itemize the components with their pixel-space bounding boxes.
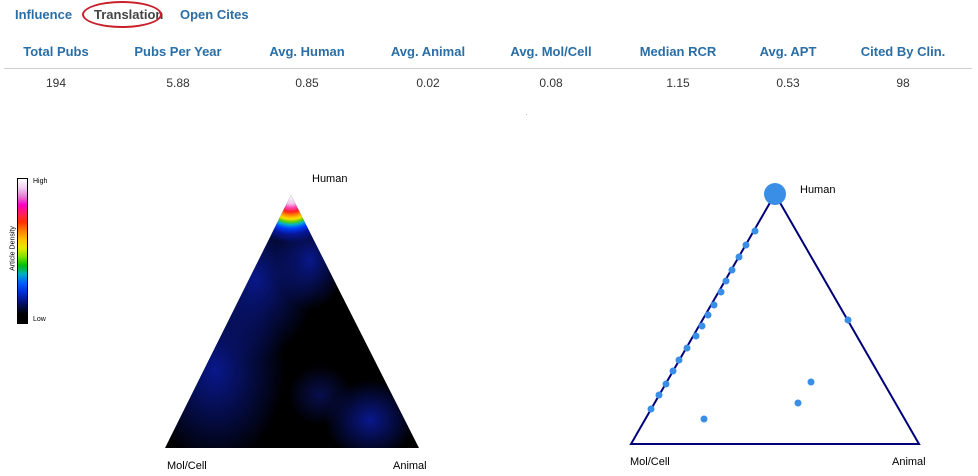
density-label-molcell: Mol/Cell: [167, 460, 207, 472]
density-color-scale: [17, 178, 28, 324]
scatter-point: [735, 253, 743, 261]
scatter-point: [655, 391, 663, 399]
tab-influence[interactable]: Influence: [15, 7, 73, 22]
value-avg-human: 0.85: [295, 76, 319, 90]
scatter-point: [700, 415, 708, 423]
value-avg-molcell: 0.08: [539, 76, 563, 90]
ternary-triangle-outline: [629, 191, 921, 445]
scatter-point: [704, 311, 712, 319]
stats-header-row: Total Pubs Pubs Per Year Avg. Human Avg.…: [0, 44, 978, 66]
legend-low-label: Low: [33, 316, 46, 323]
header-median-rcr: Median RCR: [639, 44, 717, 59]
scatter-point: [751, 227, 759, 235]
translation-highlight-circle: [82, 1, 162, 28]
density-label-animal: Animal: [393, 460, 427, 472]
value-avg-animal: 0.02: [416, 76, 440, 90]
scatter-point: [662, 380, 670, 388]
header-total-pubs: Total Pubs: [23, 44, 89, 59]
header-avg-human: Avg. Human: [269, 44, 345, 59]
scatter-point: [764, 183, 786, 205]
scatter-point: [728, 266, 736, 274]
scatter-point: [710, 301, 718, 309]
value-total-pubs: 194: [45, 76, 67, 90]
density-triangle-plot: [165, 195, 419, 448]
scatter-point: [717, 288, 725, 296]
header-pubs-per-year: Pubs Per Year: [134, 44, 222, 59]
scatter-point: [844, 316, 852, 324]
tab-open-cites[interactable]: Open Cites: [180, 7, 249, 22]
value-median-rcr: 1.15: [666, 76, 690, 90]
scatter-point: [683, 344, 691, 352]
ternary-label-human: Human: [800, 184, 836, 196]
speck: [526, 114, 527, 115]
ternary-label-animal: Animal: [892, 456, 926, 468]
scatter-point: [692, 332, 700, 340]
header-avg-apt: Avg. APT: [759, 44, 817, 59]
stats-divider: [4, 68, 972, 69]
value-pubs-per-year: 5.88: [166, 76, 190, 90]
value-cited-by-clin: 98: [896, 76, 910, 90]
ternary-label-molcell: Mol/Cell: [630, 456, 670, 468]
scatter-point: [722, 277, 730, 285]
legend-high-label: High: [33, 178, 48, 185]
scatter-point: [647, 405, 655, 413]
header-avg-animal: Avg. Animal: [390, 44, 466, 59]
legend-title: Article Density: [9, 226, 17, 271]
header-cited-by-clin: Cited By Clin.: [860, 44, 946, 59]
ternary-scatter-plot: [629, 183, 921, 445]
scatter-point: [675, 356, 683, 364]
scatter-point: [807, 378, 815, 386]
scatter-point: [669, 367, 677, 375]
density-label-human: Human: [312, 173, 348, 185]
scatter-point: [742, 241, 750, 249]
scatter-point: [698, 322, 706, 330]
stats-value-row: 194 5.88 0.85 0.02 0.08 1.15 0.53 98: [0, 76, 978, 94]
tab-bar: Influence Translation Open Cites: [0, 0, 978, 30]
header-avg-molcell: Avg. Mol/Cell: [510, 44, 592, 59]
scatter-point: [794, 399, 802, 407]
value-avg-apt: 0.53: [776, 76, 800, 90]
